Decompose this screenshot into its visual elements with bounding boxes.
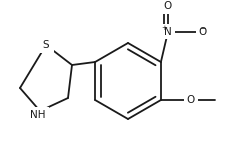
Text: S: S	[43, 40, 49, 50]
Bar	[38, 37, 54, 52]
Bar	[196, 24, 210, 39]
Bar	[27, 107, 49, 123]
Text: O: O	[187, 95, 195, 105]
Bar	[184, 92, 198, 108]
Text: +: +	[161, 24, 167, 30]
Bar	[161, 0, 175, 14]
Text: N: N	[164, 27, 172, 37]
Text: O: O	[199, 27, 207, 37]
Bar	[161, 24, 175, 39]
Text: O: O	[164, 1, 172, 11]
Text: −: −	[199, 24, 205, 34]
Text: NH: NH	[30, 110, 46, 120]
